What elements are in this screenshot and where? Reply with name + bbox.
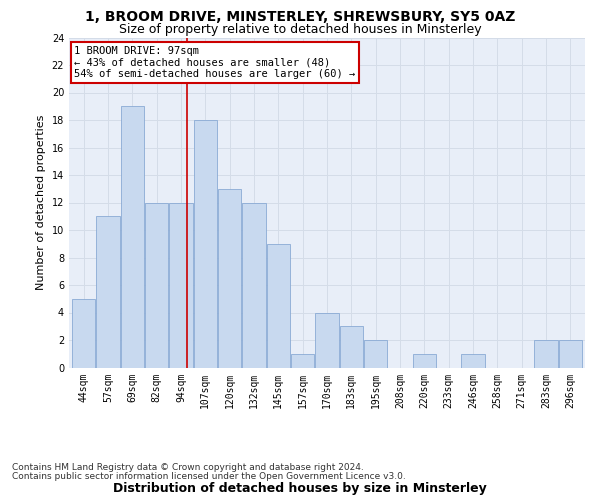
- Bar: [340, 326, 363, 368]
- Text: Contains public sector information licensed under the Open Government Licence v3: Contains public sector information licen…: [12, 472, 406, 481]
- Bar: [242, 202, 266, 368]
- Bar: [535, 340, 557, 367]
- Text: 1 BROOM DRIVE: 97sqm
← 43% of detached houses are smaller (48)
54% of semi-detac: 1 BROOM DRIVE: 97sqm ← 43% of detached h…: [74, 46, 355, 79]
- Text: Size of property relative to detached houses in Minsterley: Size of property relative to detached ho…: [119, 22, 481, 36]
- Bar: [218, 188, 241, 368]
- Bar: [461, 354, 485, 368]
- Bar: [194, 120, 217, 368]
- Text: Contains HM Land Registry data © Crown copyright and database right 2024.: Contains HM Land Registry data © Crown c…: [12, 464, 364, 472]
- Text: 1, BROOM DRIVE, MINSTERLEY, SHREWSBURY, SY5 0AZ: 1, BROOM DRIVE, MINSTERLEY, SHREWSBURY, …: [85, 10, 515, 24]
- Bar: [364, 340, 387, 367]
- Text: Distribution of detached houses by size in Minsterley: Distribution of detached houses by size …: [113, 482, 487, 495]
- Bar: [169, 202, 193, 368]
- Bar: [121, 106, 144, 368]
- Bar: [413, 354, 436, 368]
- Bar: [267, 244, 290, 368]
- Bar: [316, 312, 338, 368]
- Bar: [97, 216, 119, 368]
- Bar: [145, 202, 168, 368]
- Bar: [291, 354, 314, 368]
- Bar: [72, 298, 95, 368]
- Y-axis label: Number of detached properties: Number of detached properties: [36, 115, 46, 290]
- Bar: [559, 340, 582, 367]
